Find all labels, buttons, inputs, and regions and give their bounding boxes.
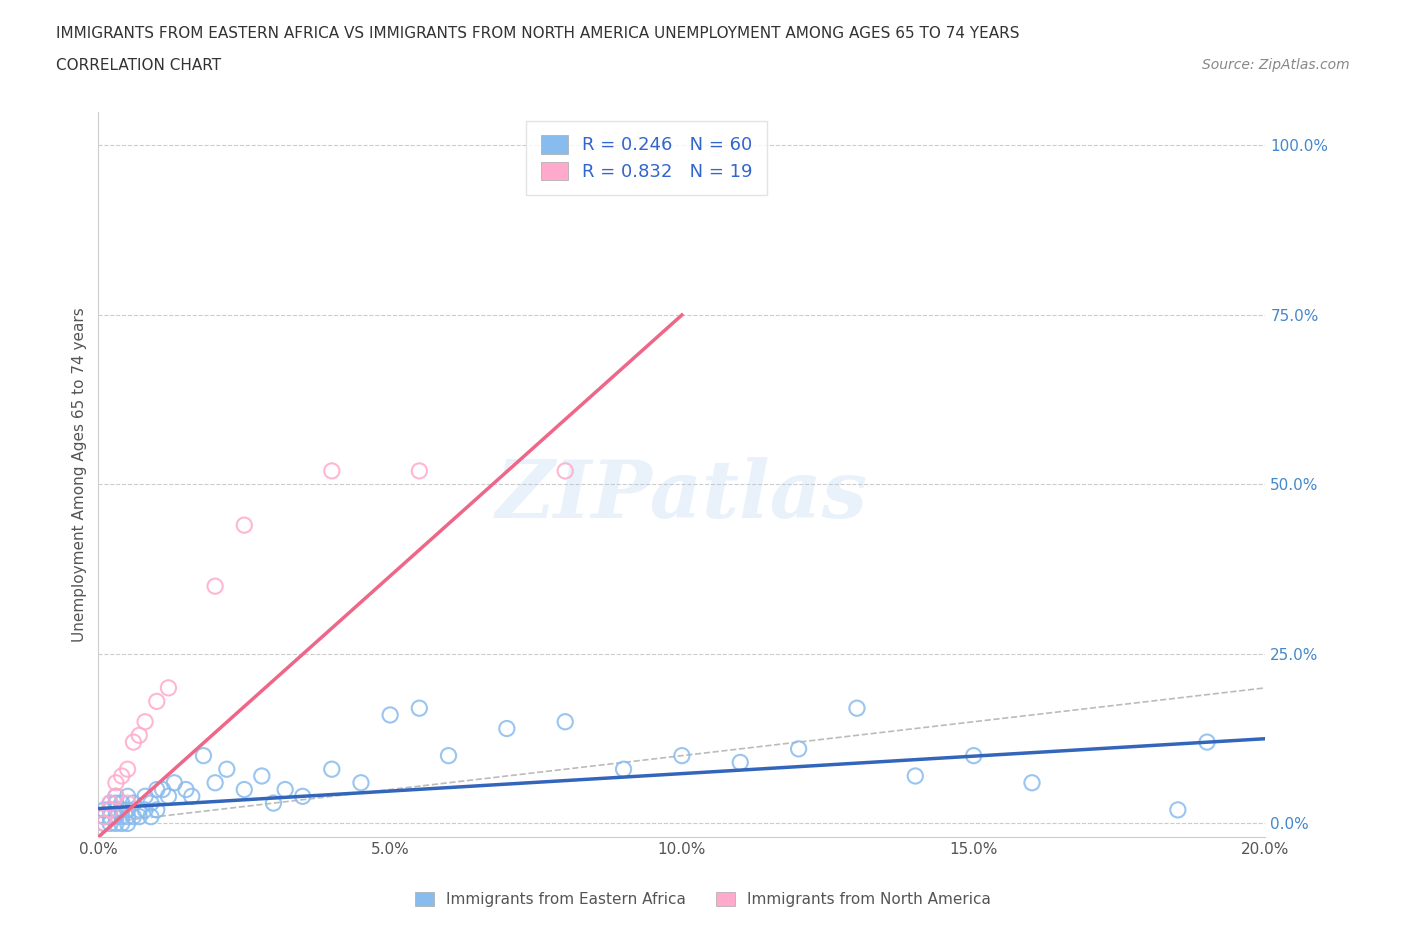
Point	[93, 809, 115, 824]
Point	[612, 762, 634, 777]
Point	[117, 789, 139, 804]
Point	[262, 796, 284, 811]
Point	[128, 803, 150, 817]
Point	[152, 782, 174, 797]
Point	[204, 578, 226, 593]
Text: Source: ZipAtlas.com: Source: ZipAtlas.com	[1202, 58, 1350, 72]
Point	[554, 714, 576, 729]
Point	[98, 803, 121, 817]
Point	[174, 782, 197, 797]
Point	[117, 762, 139, 777]
Point	[215, 762, 238, 777]
Point	[98, 796, 121, 811]
Text: IMMIGRANTS FROM EASTERN AFRICA VS IMMIGRANTS FROM NORTH AMERICA UNEMPLOYMENT AMO: IMMIGRANTS FROM EASTERN AFRICA VS IMMIGR…	[56, 26, 1019, 41]
Point	[728, 755, 751, 770]
Point	[117, 816, 139, 830]
Point	[180, 789, 202, 804]
Point	[233, 782, 256, 797]
Point	[845, 700, 868, 715]
Point	[93, 816, 115, 830]
Point	[134, 714, 156, 729]
Point	[193, 749, 215, 764]
Point	[671, 749, 693, 764]
Point	[250, 768, 273, 783]
Point	[146, 782, 169, 797]
Point	[146, 803, 169, 817]
Point	[111, 816, 134, 830]
Point	[157, 789, 180, 804]
Point	[321, 762, 343, 777]
Point	[104, 816, 127, 830]
Point	[128, 809, 150, 824]
Legend: R = 0.246   N = 60, R = 0.832   N = 19: R = 0.246 N = 60, R = 0.832 N = 19	[526, 121, 768, 195]
Point	[122, 735, 145, 750]
Y-axis label: Unemployment Among Ages 65 to 74 years: Unemployment Among Ages 65 to 74 years	[72, 307, 87, 642]
Point	[134, 789, 156, 804]
Point	[787, 741, 810, 756]
Point	[122, 796, 145, 811]
Point	[98, 796, 121, 811]
Point	[111, 796, 134, 811]
Point	[134, 803, 156, 817]
Point	[321, 463, 343, 478]
Point	[437, 749, 460, 764]
Point	[128, 728, 150, 743]
Point	[291, 789, 314, 804]
Point	[139, 796, 162, 811]
Point	[204, 776, 226, 790]
Point	[962, 749, 984, 764]
Point	[1021, 776, 1043, 790]
Point	[139, 809, 162, 824]
Point	[104, 789, 127, 804]
Point	[104, 776, 127, 790]
Point	[904, 768, 927, 783]
Point	[495, 721, 517, 736]
Point	[157, 681, 180, 696]
Text: ZIPatlas: ZIPatlas	[496, 458, 868, 535]
Point	[111, 768, 134, 783]
Point	[122, 809, 145, 824]
Point	[93, 816, 115, 830]
Point	[98, 816, 121, 830]
Point	[554, 463, 576, 478]
Point	[117, 796, 139, 811]
Point	[163, 776, 186, 790]
Point	[104, 803, 127, 817]
Point	[378, 708, 402, 723]
Point	[111, 809, 134, 824]
Point	[408, 463, 430, 478]
Point	[274, 782, 297, 797]
Point	[146, 694, 169, 709]
Point	[104, 809, 127, 824]
Point	[117, 803, 139, 817]
Point	[104, 789, 127, 804]
Point	[98, 803, 121, 817]
Point	[350, 776, 373, 790]
Point	[1167, 803, 1189, 817]
Point	[408, 700, 430, 715]
Legend: Immigrants from Eastern Africa, Immigrants from North America: Immigrants from Eastern Africa, Immigran…	[409, 885, 997, 913]
Point	[1195, 735, 1218, 750]
Text: CORRELATION CHART: CORRELATION CHART	[56, 58, 221, 73]
Point	[117, 809, 139, 824]
Point	[104, 796, 127, 811]
Point	[93, 809, 115, 824]
Point	[111, 803, 134, 817]
Point	[233, 518, 256, 533]
Point	[98, 809, 121, 824]
Point	[93, 803, 115, 817]
